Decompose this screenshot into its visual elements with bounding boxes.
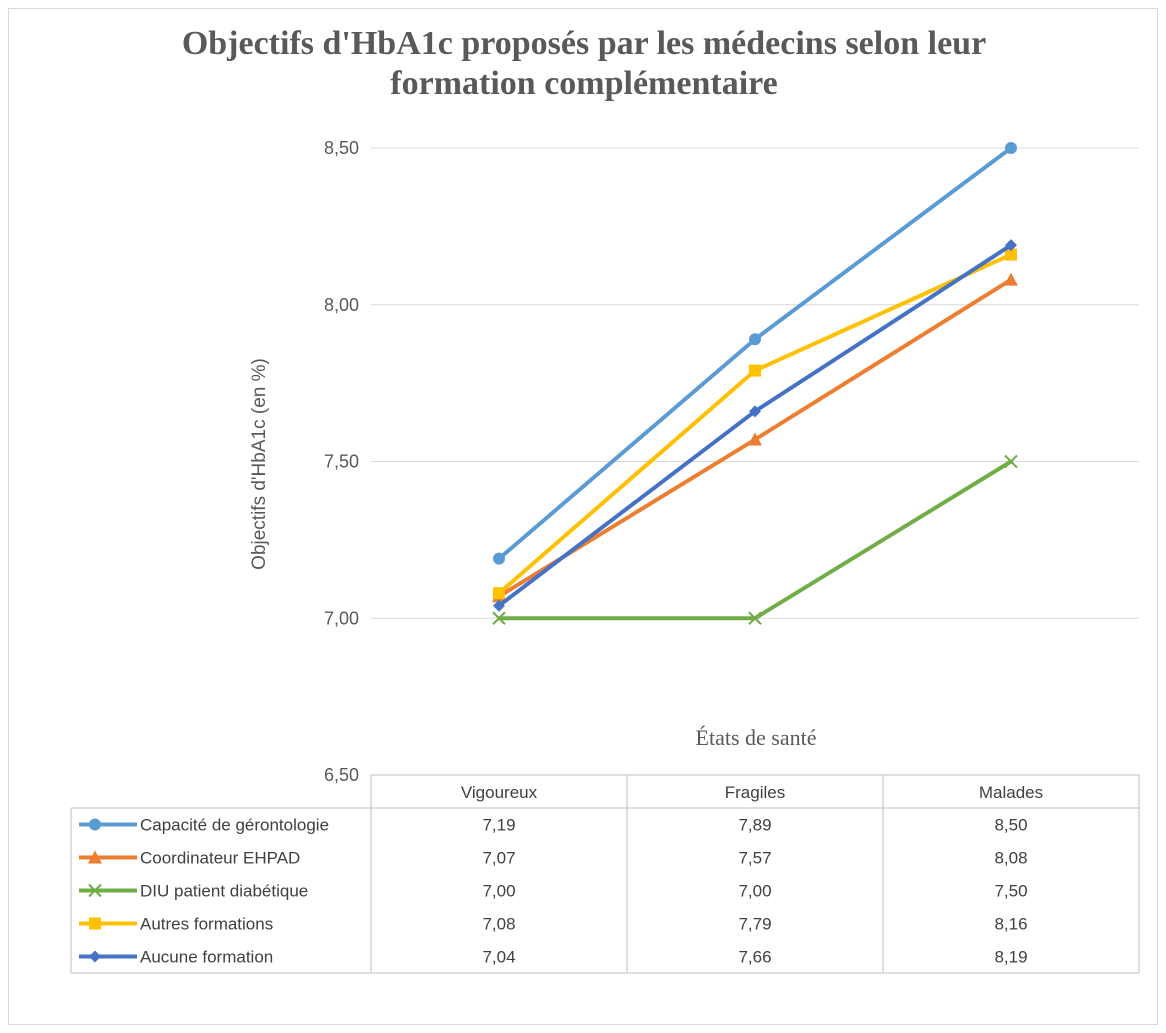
data-point: [1005, 142, 1017, 154]
data-point: [1005, 239, 1017, 252]
data-point: [749, 333, 761, 346]
y-tick-label: 8,50: [324, 138, 359, 158]
chart-title-line-1: Objectifs d'HbA1c proposés par les médec…: [182, 25, 986, 62]
series-layer: [492, 142, 1018, 625]
table-row: Capacité de gérontologie 7,19 7,89 8,50: [79, 816, 1028, 835]
data-label: 8,16: [994, 915, 1027, 934]
data-label: 7,04: [482, 948, 515, 967]
data-point: [1005, 248, 1017, 261]
data-point: [492, 611, 506, 625]
gridlines: [371, 147, 1139, 619]
legend-key: [79, 950, 137, 963]
series-line: [497, 459, 1013, 621]
data-point: [748, 432, 762, 446]
series-line: [497, 252, 1013, 596]
data-point: [749, 405, 761, 418]
table-row: DIU patient diabétique 7,00 7,00 7,50: [79, 882, 1028, 901]
legend-entry: Aucune formation: [140, 948, 273, 967]
legend-entry: Coordinateur EHPAD: [140, 849, 300, 868]
y-tick-label: 7,50: [324, 452, 359, 472]
data-label: 7,79: [738, 915, 771, 934]
y-axis-ticks: 6,50 7,00 7,50 8,00 8,50: [324, 138, 359, 785]
data-label: 8,50: [994, 816, 1027, 835]
series-group: [492, 454, 1018, 625]
chart-frame: Objectifs d'HbA1c proposés par les médec…: [8, 8, 1158, 1025]
y-tick-label: 8,00: [324, 295, 359, 315]
data-label: 7,08: [482, 915, 515, 934]
legend-key: [79, 850, 137, 864]
category-header: Fragiles: [725, 783, 785, 802]
data-label: 8,19: [994, 948, 1027, 967]
data-label: 7,89: [738, 816, 771, 835]
data-label: 7,50: [994, 882, 1027, 901]
series-line: [497, 243, 1013, 608]
legend-entry: DIU patient diabétique: [140, 882, 308, 901]
data-label: 7,57: [738, 849, 771, 868]
category-header: Vigoureux: [461, 783, 538, 802]
data-point: [493, 587, 505, 600]
data-point: [1004, 272, 1018, 286]
line-chart: Objectifs d'HbA1c proposés par les médec…: [70, 25, 1140, 974]
legend-entry: Autres formations: [140, 915, 273, 934]
table-row: Aucune formation 7,04 7,66 8,19: [79, 948, 1028, 967]
y-tick-label: 7,00: [324, 608, 359, 628]
legend-key: [79, 883, 137, 898]
data-label: 7,00: [738, 882, 771, 901]
data-label: 8,08: [994, 849, 1027, 868]
data-point: [1004, 454, 1018, 469]
data-point: [88, 850, 102, 864]
data-point: [748, 611, 762, 625]
y-axis-label: Objectifs d'HbA1c (en %): [249, 358, 270, 570]
data-point: [749, 364, 761, 377]
data-table: Vigoureux Fragiles Malades Capacité de géro…: [70, 774, 1140, 974]
data-point: [493, 599, 505, 612]
data-point: [89, 818, 101, 831]
data-label: 7,00: [482, 882, 515, 901]
data-label: 7,66: [738, 948, 771, 967]
legend-key: [79, 818, 137, 831]
chart-title-line-2: formation complémentaire: [390, 65, 777, 102]
series-group: [493, 142, 1017, 565]
x-axis-label: États de santé: [696, 725, 817, 750]
data-point: [88, 883, 102, 898]
legend-key: [79, 917, 137, 930]
data-point: [493, 552, 505, 565]
table-row: Autres formations 7,08 7,79 8,16: [79, 915, 1028, 934]
category-header: Malades: [979, 783, 1043, 802]
data-label: 7,07: [482, 849, 515, 868]
series-group: [493, 248, 1017, 600]
data-point: [89, 950, 101, 963]
series-group: [493, 239, 1017, 612]
y-tick-label: 6,50: [324, 765, 359, 785]
data-label: 7,19: [482, 816, 515, 835]
table-row: Coordinateur EHPAD 7,07 7,57 8,08: [79, 849, 1028, 868]
series-line: [497, 146, 1013, 561]
legend-entry: Capacité de gérontologie: [140, 816, 329, 835]
data-point: [89, 917, 101, 930]
